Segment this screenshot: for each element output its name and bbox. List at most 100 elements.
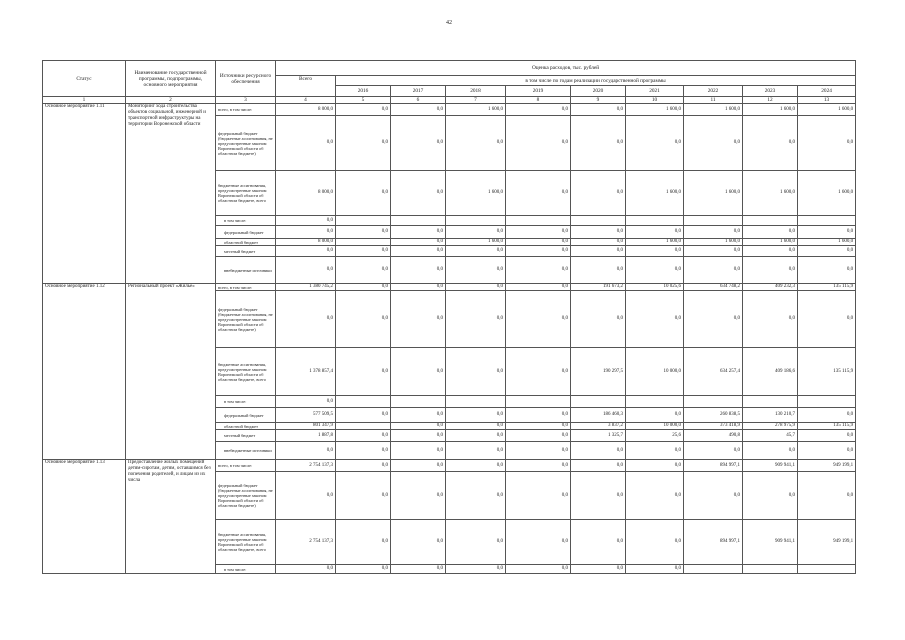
year-value: 1 600,0 bbox=[625, 103, 684, 116]
year-value: 0,0 bbox=[796, 225, 857, 239]
table-row: федеральный бюджет (бюджетные ассигнован… bbox=[43, 115, 857, 171]
year-value: 1 600,0 bbox=[796, 103, 857, 116]
total-value: 801 347,9 bbox=[275, 422, 336, 430]
year-value: 0,0 bbox=[505, 103, 571, 116]
total-value: 1 378 857,4 bbox=[275, 347, 336, 396]
year-value: 0,0 bbox=[570, 238, 626, 246]
year-value bbox=[742, 564, 798, 574]
year-value: 0,0 bbox=[505, 347, 571, 396]
year-value bbox=[335, 238, 391, 246]
table-row: федеральный бюджет 577 509,5 0,0 0,0 0,0 0,0 1… bbox=[43, 407, 857, 423]
table-row: в том числе: 0,0 0,0 0,0 0,0 0,0 0,0 0,0 bbox=[43, 564, 857, 574]
year-value: 0,0 bbox=[570, 471, 626, 520]
year-value: 949 199,1 bbox=[796, 459, 857, 472]
year-value bbox=[796, 395, 857, 408]
total-value: 1 887,8 bbox=[275, 429, 336, 442]
year-value: 0,0 bbox=[390, 238, 446, 246]
year-value: 0,0 bbox=[742, 115, 798, 171]
total-value: 0,0 bbox=[275, 395, 336, 408]
header-year: 2018 bbox=[445, 85, 506, 97]
year-value bbox=[796, 564, 857, 574]
source-label: федеральный бюджет bbox=[215, 225, 276, 239]
year-value: 1 600,0 bbox=[683, 238, 743, 246]
year-value: 0,0 bbox=[335, 347, 391, 396]
year-value: 0,0 bbox=[570, 225, 626, 239]
year-value: 0,0 bbox=[742, 471, 798, 520]
table-row: бюджетные ассигнования, предусмотренные … bbox=[43, 519, 857, 565]
year-value bbox=[505, 215, 571, 226]
total-value: 577 509,5 bbox=[275, 407, 336, 423]
block-name: Региональный проект «Жильё» bbox=[125, 283, 216, 460]
year-value: 0,0 bbox=[505, 471, 571, 520]
table-row: Основное мероприятие 1.13 Предоставление … bbox=[42, 459, 857, 574]
year-value: 0,0 bbox=[505, 422, 571, 430]
column-number: 5 bbox=[335, 96, 391, 104]
year-value: 0,0 bbox=[390, 170, 446, 216]
column-number: 2 bbox=[125, 96, 216, 104]
year-value: 0,0 bbox=[335, 283, 391, 291]
year-value: 0,0 bbox=[335, 407, 391, 423]
year-value: 1 325,7 bbox=[570, 429, 626, 442]
column-number: 9 bbox=[570, 96, 626, 104]
year-value: 373 418,9 bbox=[683, 422, 743, 430]
year-value: 0,0 bbox=[683, 245, 743, 257]
year-value: 0,0 bbox=[505, 170, 571, 216]
year-value: 0,0 bbox=[796, 407, 857, 423]
year-value: 0,0 bbox=[742, 256, 798, 284]
column-number: 12 bbox=[742, 96, 798, 104]
header-year: 2019 bbox=[505, 85, 571, 97]
year-value: 0,0 bbox=[445, 347, 506, 396]
total-value: 0,0 bbox=[275, 441, 336, 460]
header-year: 2016 bbox=[335, 85, 391, 97]
column-number: 11 bbox=[683, 96, 743, 104]
year-value bbox=[742, 395, 798, 408]
source-label: бюджетные ассигнования, предусмотренные … bbox=[215, 347, 276, 396]
year-value: 135 115,9 bbox=[796, 422, 857, 430]
year-value: 0,0 bbox=[742, 225, 798, 239]
year-value: 0,0 bbox=[625, 564, 684, 574]
year-value: 909 941,1 bbox=[742, 459, 798, 472]
source-label: всего, в том числе: bbox=[215, 283, 276, 291]
year-value: 0,0 bbox=[683, 225, 743, 239]
year-value bbox=[683, 215, 743, 226]
year-value: 0,0 bbox=[390, 245, 446, 257]
year-value: 909 941,1 bbox=[742, 519, 798, 565]
year-value: 0,0 bbox=[390, 519, 446, 565]
year-value: 0,0 bbox=[335, 564, 391, 574]
header-estimate: Оценка расходов, тыс. рублей bbox=[274, 60, 857, 76]
year-value: 0,0 bbox=[570, 459, 626, 472]
year-value: 0,0 bbox=[390, 471, 446, 520]
year-value: 0,0 bbox=[390, 115, 446, 171]
source-label: федеральный бюджет (бюджетные ассигнован… bbox=[215, 290, 276, 348]
year-value: 0,0 bbox=[505, 407, 571, 423]
table-row: Основное мероприятие 1.12 Региональный пр… bbox=[42, 283, 857, 460]
year-value: 0,0 bbox=[625, 225, 684, 239]
year-value: 0,0 bbox=[796, 441, 857, 460]
year-value: 0,0 bbox=[445, 564, 506, 574]
year-value: 0,0 bbox=[335, 115, 391, 171]
page-number: 42 bbox=[446, 20, 452, 26]
year-value: 0,0 bbox=[445, 256, 506, 284]
total-value: 2 754 137,3 bbox=[275, 519, 336, 565]
year-value: 0,0 bbox=[335, 429, 391, 442]
year-value: 0,0 bbox=[796, 429, 857, 442]
year-value: 0,0 bbox=[390, 225, 446, 239]
source-label: внебюджетные источники bbox=[215, 441, 276, 460]
year-value bbox=[335, 422, 391, 430]
header-year: 2023 bbox=[742, 85, 798, 97]
table-row: бюджетные ассигнования, предусмотренные … bbox=[43, 170, 857, 216]
year-value: 0,0 bbox=[570, 245, 626, 257]
table-row: федеральный бюджет (бюджетные ассигнован… bbox=[43, 290, 857, 348]
year-value: 0,0 bbox=[570, 170, 626, 216]
year-value: 0,0 bbox=[445, 283, 506, 291]
year-value: 0,0 bbox=[390, 347, 446, 396]
year-value: 135 115,9 bbox=[796, 283, 857, 291]
year-value: 409 232,3 bbox=[742, 283, 798, 291]
year-value: 949 199,1 bbox=[796, 519, 857, 565]
year-value: 0,0 bbox=[335, 441, 391, 460]
header-year: 2021 bbox=[625, 85, 684, 97]
year-value: 634 748,2 bbox=[683, 283, 743, 291]
year-value: 490,8 bbox=[683, 429, 743, 442]
year-value bbox=[742, 215, 798, 226]
